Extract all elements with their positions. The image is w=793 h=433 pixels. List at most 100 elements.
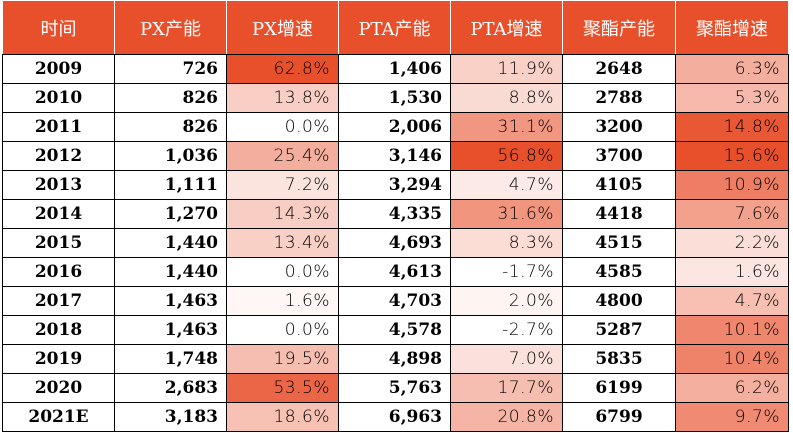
header-polyester-capacity: 聚酯产能: [562, 0, 676, 55]
cell-pta-growth: 8.8%: [450, 83, 563, 113]
cell-pta-growth: 2.0%: [450, 286, 563, 316]
cell-polyester-capacity: 4515: [562, 228, 676, 258]
cell-pta-growth: 7.0%: [450, 344, 563, 374]
cell-polyester-capacity: 4105: [562, 170, 676, 200]
table-row: 2019 1,748 19.5% 4,898 7.0% 5835 10.4%: [2, 344, 789, 374]
cell-polyester-growth: 7.6%: [675, 199, 789, 229]
table-row: 2017 1,463 1.6% 4,703 2.0% 4800 4.7%: [2, 286, 789, 316]
cell-polyester-capacity: 4418: [562, 199, 676, 229]
cell-px-capacity: 1,463: [114, 315, 227, 345]
cell-year: 2015: [2, 228, 115, 258]
cell-pta-capacity: 4,693: [338, 228, 451, 258]
table-body: 2009 726 62.8% 1,406 11.9% 2648 6.3% 2010 826 13.…: [2, 54, 789, 432]
cell-year: 2016: [2, 257, 115, 287]
cell-pta-capacity: 6,963: [338, 402, 451, 432]
cell-px-capacity: 1,463: [114, 286, 227, 316]
cell-polyester-growth: 10.9%: [675, 170, 789, 200]
cell-polyester-capacity: 6199: [562, 373, 676, 403]
cell-px-growth: 13.8%: [226, 83, 339, 113]
cell-pta-capacity: 3,294: [338, 170, 451, 200]
cell-polyester-capacity: 3700: [562, 141, 676, 171]
cell-polyester-capacity: 3200: [562, 112, 676, 142]
cell-polyester-growth: 2.2%: [675, 228, 789, 258]
cell-px-growth: 25.4%: [226, 141, 339, 171]
header-px-growth: PX增速: [226, 0, 339, 55]
cell-pta-growth: 56.8%: [450, 141, 563, 171]
cell-year: 2012: [2, 141, 115, 171]
table-row: 2016 1,440 0.0% 4,613 -1.7% 4585 1.6%: [2, 257, 789, 287]
cell-pta-capacity: 1,530: [338, 83, 451, 113]
cell-px-growth: 18.6%: [226, 402, 339, 432]
header-pta-growth: PTA增速: [450, 0, 563, 55]
cell-pta-capacity: 1,406: [338, 54, 451, 84]
cell-px-growth: 14.3%: [226, 199, 339, 229]
cell-year: 2018: [2, 315, 115, 345]
cell-polyester-growth: 5.3%: [675, 83, 789, 113]
cell-year: 2017: [2, 286, 115, 316]
table-header-row: 时间 PX产能 PX增速 PTA产能 PTA增速 聚酯产能 聚酯增速: [2, 0, 789, 55]
cell-year: 2020: [2, 373, 115, 403]
cell-pta-growth: 11.9%: [450, 54, 563, 84]
cell-year: 2014: [2, 199, 115, 229]
cell-pta-capacity: 4,335: [338, 199, 451, 229]
cell-px-capacity: 1,440: [114, 257, 227, 287]
cell-pta-growth: 31.6%: [450, 199, 563, 229]
table-row: 2021E 3,183 18.6% 6,963 20.8% 6799 9.7%: [2, 402, 789, 432]
cell-polyester-capacity: 2788: [562, 83, 676, 113]
cell-pta-growth: 20.8%: [450, 402, 563, 432]
cell-pta-growth: 8.3%: [450, 228, 563, 258]
cell-px-capacity: 1,036: [114, 141, 227, 171]
table-row: 2011 826 0.0% 2,006 31.1% 3200 14.8%: [2, 112, 789, 142]
cell-px-growth: 53.5%: [226, 373, 339, 403]
cell-px-capacity: 3,183: [114, 402, 227, 432]
table-row: 2018 1,463 0.0% 4,578 -2.7% 5287 10.1%: [2, 315, 789, 345]
cell-pta-capacity: 4,898: [338, 344, 451, 374]
cell-pta-growth: -1.7%: [450, 257, 563, 287]
cell-px-capacity: 726: [114, 54, 227, 84]
cell-polyester-growth: 10.1%: [675, 315, 789, 345]
cell-polyester-capacity: 2648: [562, 54, 676, 84]
cell-year: 2009: [2, 54, 115, 84]
cell-px-growth: 0.0%: [226, 257, 339, 287]
cell-polyester-capacity: 4585: [562, 257, 676, 287]
cell-polyester-capacity: 5835: [562, 344, 676, 374]
header-pta-capacity: PTA产能: [338, 0, 451, 55]
header-px-capacity: PX产能: [114, 0, 227, 55]
cell-year: 2021E: [2, 402, 115, 432]
cell-px-capacity: 826: [114, 112, 227, 142]
cell-pta-capacity: 5,763: [338, 373, 451, 403]
cell-px-growth: 62.8%: [226, 54, 339, 84]
cell-pta-growth: 31.1%: [450, 112, 563, 142]
table-row: 2009 726 62.8% 1,406 11.9% 2648 6.3%: [2, 54, 789, 84]
cell-polyester-growth: 15.6%: [675, 141, 789, 171]
table-row: 2014 1,270 14.3% 4,335 31.6% 4418 7.6%: [2, 199, 789, 229]
cell-px-growth: 0.0%: [226, 315, 339, 345]
header-polyester-growth: 聚酯增速: [675, 0, 789, 55]
table-row: 2010 826 13.8% 1,530 8.8% 2788 5.3%: [2, 83, 789, 113]
cell-year: 2011: [2, 112, 115, 142]
cell-polyester-capacity: 6799: [562, 402, 676, 432]
cell-polyester-growth: 9.7%: [675, 402, 789, 432]
cell-px-growth: 7.2%: [226, 170, 339, 200]
cell-px-capacity: 1,748: [114, 344, 227, 374]
cell-pta-capacity: 4,703: [338, 286, 451, 316]
cell-px-growth: 1.6%: [226, 286, 339, 316]
cell-year: 2013: [2, 170, 115, 200]
cell-pta-growth: 4.7%: [450, 170, 563, 200]
cell-polyester-capacity: 4800: [562, 286, 676, 316]
cell-px-growth: 0.0%: [226, 112, 339, 142]
cell-pta-capacity: 4,578: [338, 315, 451, 345]
cell-pta-capacity: 3,146: [338, 141, 451, 171]
cell-polyester-capacity: 5287: [562, 315, 676, 345]
cell-polyester-growth: 1.6%: [675, 257, 789, 287]
cell-px-capacity: 2,683: [114, 373, 227, 403]
table-row: 2013 1,111 7.2% 3,294 4.7% 4105 10.9%: [2, 170, 789, 200]
table-row: 2015 1,440 13.4% 4,693 8.3% 4515 2.2%: [2, 228, 789, 258]
cell-polyester-growth: 6.2%: [675, 373, 789, 403]
table-row: 2012 1,036 25.4% 3,146 56.8% 3700 15.6%: [2, 141, 789, 171]
cell-pta-capacity: 4,613: [338, 257, 451, 287]
cell-pta-growth: -2.7%: [450, 315, 563, 345]
cell-polyester-growth: 10.4%: [675, 344, 789, 374]
cell-year: 2010: [2, 83, 115, 113]
